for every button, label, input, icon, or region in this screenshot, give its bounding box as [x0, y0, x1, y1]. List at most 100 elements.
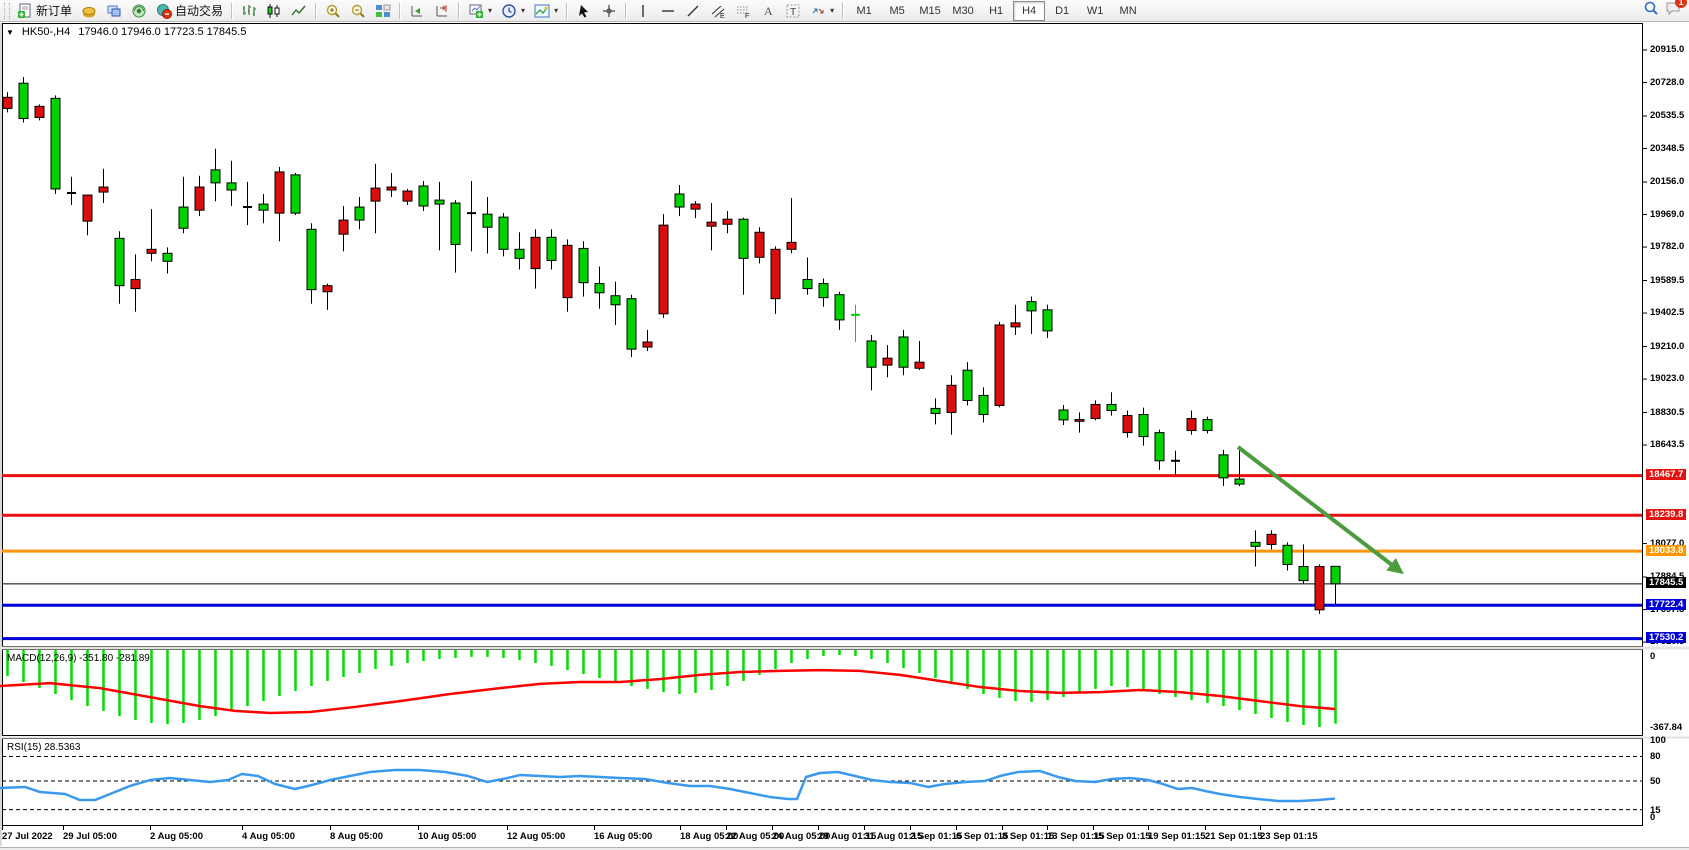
crosshair-button[interactable] — [597, 0, 621, 22]
price-tick: 19210.0 — [1650, 340, 1685, 352]
candle-chart-button[interactable] — [262, 0, 286, 22]
svg-text:F: F — [745, 13, 749, 19]
time-axis-label: 27 Jul 2022 — [2, 831, 53, 842]
chart-ohlc-values: 17946.0 17946.0 17723.5 17845.5 — [78, 26, 247, 38]
price-badge-17722.4: 17722.4 — [1646, 598, 1687, 610]
label-icon: T — [785, 3, 801, 19]
new-order-button[interactable]: 新订单 — [13, 0, 76, 22]
time-axis-label: 2 Aug 05:00 — [150, 831, 203, 842]
time-axis-label: 31 Aug 01:15 — [864, 831, 923, 842]
toolbar-separator — [566, 2, 569, 19]
price-tick: 18643.5 — [1650, 439, 1685, 451]
crosshair-icon — [601, 3, 617, 19]
toolbar-grip[interactable] — [4, 2, 10, 19]
time-axis-label: 4 Aug 05:00 — [242, 831, 295, 842]
price-badge-17530.2: 17530.2 — [1646, 632, 1687, 644]
timeframe-mn-button[interactable]: MN — [1119, 4, 1137, 17]
trend-arrow-head — [1386, 558, 1404, 575]
new-chart-button[interactable]: ▾ — [464, 0, 496, 22]
trendline-icon — [685, 3, 701, 19]
time-axis-label: 2 Sep 01:15 — [910, 831, 963, 842]
hline-icon — [660, 3, 676, 19]
candles — [2, 77, 1341, 614]
time-axis-label: 8 Aug 05:00 — [330, 831, 383, 842]
panel-splitter[interactable] — [0, 736, 1689, 739]
tile-windows-button[interactable] — [371, 0, 395, 22]
timeframe-w1-button[interactable]: W1 — [1086, 4, 1104, 17]
zoom-in-button[interactable] — [321, 0, 345, 22]
profiles-button[interactable]: ▾ — [530, 0, 562, 22]
arrows-button[interactable]: ▾ — [806, 0, 838, 22]
time-axis-label: 22 Aug 05:00 — [726, 831, 785, 842]
vline-icon — [635, 3, 651, 19]
rsi-axis-0: 0 — [1650, 812, 1656, 823]
timeframe-m5-button[interactable]: M5 — [889, 4, 905, 17]
trendline-button[interactable] — [681, 0, 705, 22]
timeframe-m15-button[interactable]: M15 — [919, 4, 941, 17]
fibonacci-button[interactable]: F — [731, 0, 755, 22]
toolbar-separator — [231, 2, 234, 19]
time-axis-label: 29 Aug 01:15 — [818, 831, 877, 842]
channel-button[interactable]: E — [706, 0, 730, 22]
chart-shift-button[interactable] — [430, 0, 454, 22]
timeframe-m1-button[interactable]: M1 — [856, 4, 872, 17]
time-axis-label: 29 Jul 05:00 — [63, 831, 117, 842]
timeframe-h1-button[interactable]: H1 — [989, 4, 1004, 17]
chevron-down-icon[interactable]: ▾ — [830, 6, 835, 15]
autotrade-button[interactable]: 自动交易 — [152, 0, 227, 22]
text-button[interactable]: A — [756, 0, 780, 22]
price-tick: 20728.0 — [1650, 76, 1685, 88]
chat-icon[interactable]: 1 — [1665, 0, 1687, 21]
chevron-down-icon[interactable]: ▾ — [554, 6, 559, 15]
autotrade-button-label: 自动交易 — [175, 4, 224, 18]
trend-arrow[interactable] — [1236, 445, 1398, 570]
bar-chart-button[interactable] — [237, 0, 261, 22]
market-watch-button[interactable] — [102, 0, 126, 22]
price-tick: 17884.5 — [1650, 571, 1684, 582]
time-axis-label: 15 Sep 01:15 — [1093, 831, 1151, 842]
community-icon — [81, 3, 97, 19]
time-axis-label: 19 Sep 01:15 — [1148, 831, 1206, 842]
vline-button[interactable] — [631, 0, 655, 22]
hline-button[interactable] — [656, 0, 680, 22]
period-button[interactable]: ▾ — [497, 0, 529, 22]
timeframe-d1-button[interactable]: D1 — [1055, 4, 1070, 17]
chevron-down-icon[interactable]: ▾ — [488, 6, 493, 15]
timeframe-h4-button[interactable]: H4 — [1013, 0, 1046, 21]
price-badge-18033.8: 18033.8 — [1646, 544, 1687, 556]
cursor-button[interactable] — [572, 0, 596, 22]
signals-button[interactable] — [127, 0, 151, 22]
label-button[interactable]: T — [781, 0, 805, 22]
time-axis-label: 24 Aug 05:00 — [772, 831, 831, 842]
time-axis[interactable]: 27 Jul 2022 29 Jul 05:00 2 Aug 05:00 4 Aug … — [0, 828, 1642, 848]
macd-signal-line — [0, 668, 1336, 715]
timeframe-m30-button[interactable]: M30 — [952, 4, 974, 17]
rsi-axis-15: 15 — [1650, 804, 1661, 816]
line-chart-button[interactable] — [287, 0, 311, 22]
time-axis-label: 16 Aug 05:00 — [594, 831, 653, 842]
price-tick: 18830.5 — [1650, 406, 1685, 418]
clock-icon — [501, 3, 517, 19]
svg-text:T: T — [790, 7, 796, 18]
symbol-dropdown-icon[interactable]: ▼ — [6, 27, 14, 37]
time-axis-label: 12 Aug 05:00 — [507, 831, 566, 842]
candle-chart-icon — [266, 3, 282, 19]
zoom-in-icon — [325, 3, 341, 19]
rsi-indicator-label: RSI(15) 28.5363 — [7, 742, 81, 753]
market-watch-icon — [106, 3, 122, 19]
chart-canvas[interactable]: ▼ HK50-,H4 17946.0 17946.0 17723.5 17845… — [0, 22, 1689, 850]
bar-chart-icon — [241, 3, 257, 19]
time-axis-label: 13 Sep 01:15 — [1047, 831, 1105, 842]
main-panel-frame — [2, 23, 1643, 647]
community-button[interactable] — [77, 0, 101, 22]
price-tick: 20535.5 — [1650, 110, 1685, 121]
chart-symbol-period: HK50-,H4 — [21, 26, 71, 38]
search-icon[interactable] — [1643, 0, 1659, 21]
price-tick: 19023.0 — [1650, 373, 1685, 385]
chevron-down-icon[interactable]: ▾ — [521, 6, 526, 15]
auto-scroll-button[interactable] — [405, 0, 429, 22]
zoom-out-button[interactable] — [346, 0, 370, 22]
profiles-icon — [534, 3, 550, 19]
panel-splitter[interactable] — [0, 646, 1689, 650]
